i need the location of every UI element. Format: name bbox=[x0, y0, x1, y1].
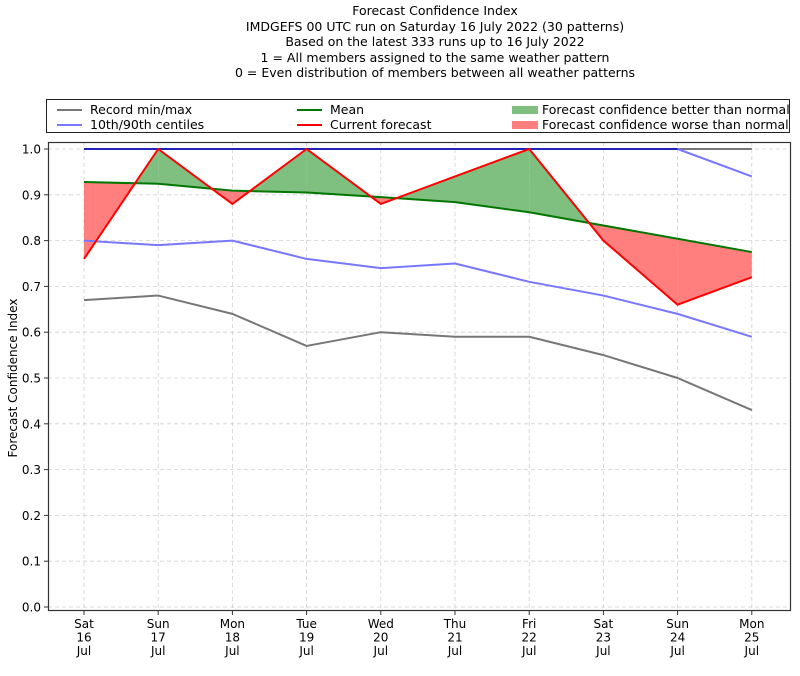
y-tick-label: 0.0 bbox=[22, 601, 41, 615]
legend-swatch-record bbox=[57, 108, 82, 111]
x-tick-label: Wed bbox=[368, 617, 394, 631]
plot-frame bbox=[47, 141, 792, 612]
chart-title-block: Forecast Confidence Index IMDGEFS 00 UTC… bbox=[0, 3, 800, 81]
x-tick-label: Mon bbox=[220, 617, 245, 631]
x-tick-label: 20 bbox=[373, 631, 388, 645]
y-tick-label: 1.0 bbox=[22, 143, 41, 157]
x-tick-label: 21 bbox=[447, 631, 462, 645]
y-axis-ticks: 0.0 0.1 0.2 0.3 0.4 0.5 0.6 0.7 0.8 0.9 1.0 bbox=[22, 143, 48, 615]
legend-swatch-centiles bbox=[57, 123, 82, 126]
legend-item-better: Forecast confidence better than normal bbox=[512, 102, 790, 117]
chart-subtitle-zero: 0 = Even distribution of members between… bbox=[234, 65, 636, 81]
y-tick-label: 0.3 bbox=[22, 463, 41, 477]
y-tick-label: 0.7 bbox=[22, 280, 41, 294]
x-tick-label: Jul bbox=[669, 644, 684, 658]
legend-label-centiles: 10th/90th centiles bbox=[90, 117, 205, 132]
x-tick-label: 18 bbox=[225, 631, 240, 645]
x-tick-label: Jul bbox=[150, 644, 165, 658]
grid bbox=[48, 142, 791, 611]
better-than-normal-fill bbox=[455, 149, 530, 213]
x-tick-label: Sat bbox=[74, 617, 94, 631]
x-axis-ticks: Sat16JulSun17JulMon18JulTue19JulWed20Jul… bbox=[74, 611, 764, 658]
y-tick-label: 0.1 bbox=[22, 555, 41, 569]
current-forecast-line bbox=[83, 148, 753, 306]
x-tick-label: Fri bbox=[522, 617, 536, 631]
x-tick-label: 16 bbox=[76, 631, 91, 645]
x-tick-label: Jul bbox=[521, 644, 536, 658]
x-tick-label: Jul bbox=[298, 644, 313, 658]
y-tick-label: 0.5 bbox=[22, 372, 41, 386]
y-tick-label: 0.9 bbox=[22, 188, 41, 202]
legend-label-mean: Mean bbox=[330, 102, 365, 117]
x-tick-label: 25 bbox=[744, 631, 759, 645]
chart-subtitle-one: 1 = All members assigned to the same wea… bbox=[260, 49, 610, 65]
x-tick-label: Jul bbox=[224, 644, 239, 658]
legend-item-mean: Mean bbox=[297, 102, 364, 117]
x-tick-label: 17 bbox=[151, 631, 166, 645]
x-tick-label: Jul bbox=[595, 644, 610, 658]
y-tick-label: 0.4 bbox=[22, 417, 41, 431]
x-tick-label: Sat bbox=[594, 617, 614, 631]
x-tick-label: Sun bbox=[666, 617, 689, 631]
x-tick-label: 19 bbox=[299, 631, 314, 645]
legend-item-record: Record min/max bbox=[57, 102, 192, 117]
chart-title: Forecast Confidence Index bbox=[352, 3, 518, 18]
y-tick-label: 0.8 bbox=[22, 234, 41, 248]
worse-than-normal-fill bbox=[603, 225, 678, 305]
series-lines bbox=[83, 148, 753, 411]
legend-swatch-mean bbox=[297, 108, 322, 111]
record-min-line bbox=[83, 294, 753, 411]
legend-item-current: Current forecast bbox=[297, 117, 431, 132]
x-tick-label: Tue bbox=[295, 617, 317, 631]
y-tick-label: 0.2 bbox=[22, 509, 41, 523]
y-tick-label: 0.6 bbox=[22, 326, 41, 340]
x-tick-label: Jul bbox=[373, 644, 388, 658]
x-tick-label: Jul bbox=[744, 644, 759, 658]
x-tick-label: 24 bbox=[670, 631, 685, 645]
x-tick-label: Sun bbox=[147, 617, 170, 631]
chart-subtitle-run: IMDGEFS 00 UTC run on Saturday 16 July 2… bbox=[245, 18, 625, 34]
mean-line bbox=[83, 180, 752, 254]
chart-subtitle-based: Based on the latest 333 runs up to 16 Ju… bbox=[285, 34, 585, 50]
worse-than-normal-fill bbox=[677, 238, 752, 305]
x-tick-label: Jul bbox=[447, 644, 462, 658]
legend-label-worse: Forecast confidence worse than normal bbox=[542, 117, 789, 132]
x-tick-label: Jul bbox=[76, 644, 91, 658]
x-tick-label: Thu bbox=[443, 617, 467, 631]
legend-swatch-worse bbox=[512, 120, 538, 129]
legend: Record min/max 10th/90th centiles Mean C… bbox=[46, 99, 790, 133]
x-tick-label: Mon bbox=[739, 617, 764, 631]
legend-label-record: Record min/max bbox=[90, 102, 193, 117]
x-tick-label: 22 bbox=[522, 631, 537, 645]
legend-swatch-current bbox=[297, 123, 322, 126]
legend-label-better: Forecast confidence better than normal bbox=[542, 102, 790, 117]
legend-label-current: Current forecast bbox=[330, 117, 432, 132]
x-tick-label: 23 bbox=[596, 631, 611, 645]
centile-10th-line bbox=[83, 239, 753, 338]
legend-swatch-better bbox=[512, 105, 538, 114]
legend-item-centiles: 10th/90th centiles bbox=[57, 117, 204, 132]
legend-item-worse: Forecast confidence worse than normal bbox=[512, 117, 789, 132]
